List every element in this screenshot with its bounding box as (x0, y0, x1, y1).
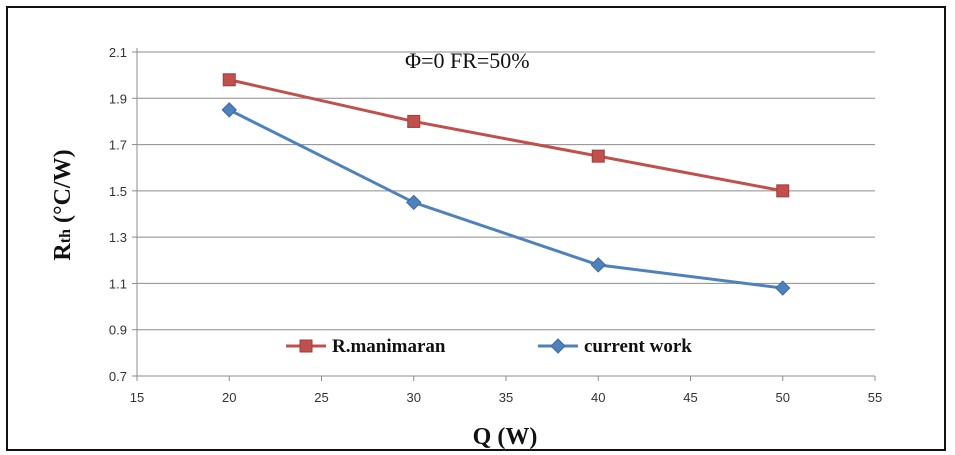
y-tick-label: 2.1 (109, 45, 127, 60)
y-tick-label: 0.7 (109, 369, 127, 384)
y-tick-label: 0.9 (109, 323, 127, 338)
y-axis-title: Rth (°C/W) (50, 149, 76, 260)
y-tick-label: 1.1 (109, 276, 127, 291)
y-tick-label: 1.7 (109, 138, 127, 153)
y-tick-labels: 0.7 0.9 1.1 1.3 1.5 1.7 1.9 2.1 (109, 45, 127, 384)
data-point-r-manimaran (222, 73, 236, 87)
x-tick-label: 30 (407, 390, 421, 405)
data-point-current-work (406, 194, 422, 211)
legend-swatch-marker-current-work (550, 338, 566, 354)
y-axis-title-main: R (50, 243, 76, 261)
chart-annotation: Φ=0 FR=50% (405, 48, 530, 73)
series-layer (221, 73, 791, 296)
y-tick-label: 1.9 (109, 91, 127, 106)
x-tick-label: 55 (868, 390, 882, 405)
data-point-current-work (221, 102, 237, 118)
legend: R.manimaran current work (286, 336, 692, 357)
data-point-r-manimaran (591, 149, 605, 163)
x-tick-label: 20 (222, 390, 236, 405)
legend-label-r-manimaran: R.manimaran (332, 336, 446, 357)
series-line-r-manimaran (228, 78, 784, 193)
x-tick-label: 50 (776, 390, 790, 405)
y-axis-title-rest: (°C/W) (50, 149, 76, 229)
gridlines (137, 51, 875, 331)
x-tick-label: 40 (591, 390, 605, 405)
legend-swatch-marker-r-manimaran (299, 339, 313, 353)
data-point-r-manimaran (407, 114, 421, 128)
legend-label-current-work: current work (584, 336, 692, 357)
chart-frame (6, 6, 946, 451)
data-point-current-work (590, 257, 606, 273)
x-tick-label: 35 (499, 390, 513, 405)
axes (132, 48, 876, 381)
x-axis-title: Q (W) (473, 424, 538, 450)
data-point-r-manimaran (776, 184, 790, 198)
series-line-current-work (228, 108, 783, 290)
data-point-current-work (775, 280, 791, 296)
x-tick-labels: 15 20 25 30 35 40 45 50 55 (130, 390, 882, 405)
x-tick-label: 15 (130, 390, 144, 405)
y-tick-label: 1.5 (109, 184, 127, 199)
x-tick-label: 25 (314, 390, 328, 405)
y-axis-title-sub: th (57, 229, 74, 243)
x-tick-label: 45 (683, 390, 697, 405)
y-tick-label: 1.3 (109, 230, 127, 245)
